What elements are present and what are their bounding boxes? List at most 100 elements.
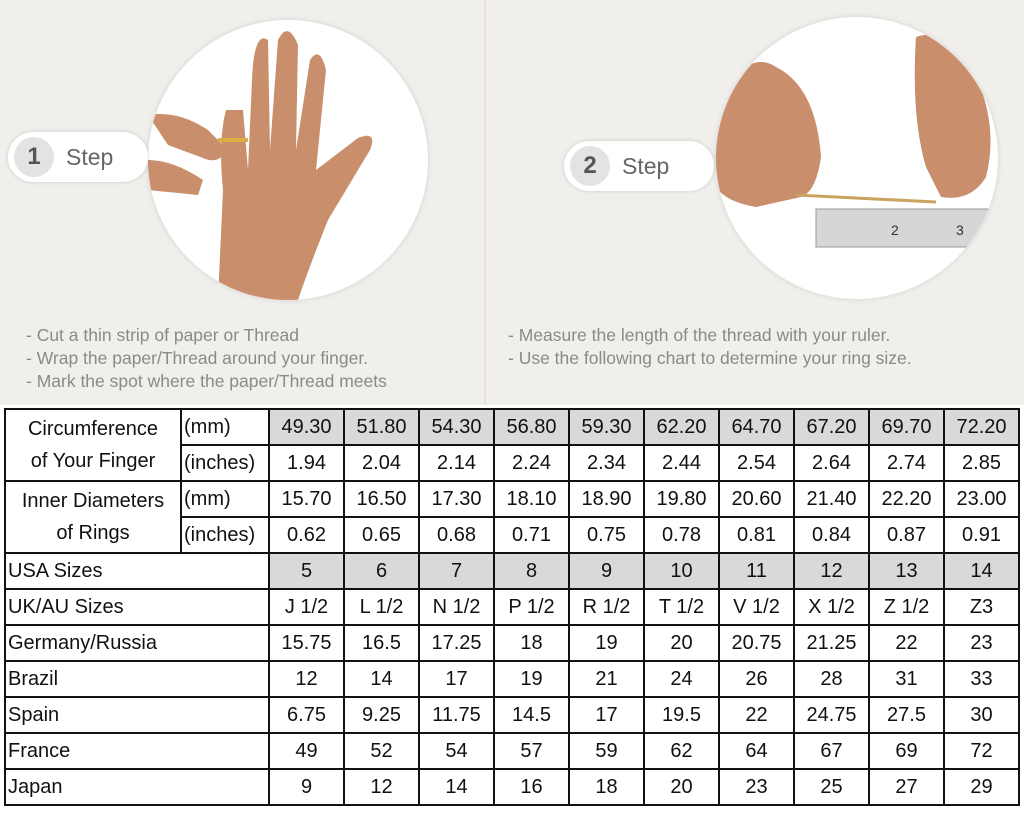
table-cell: 54.30 [418,408,495,446]
table-cell: L 1/2 [343,588,420,626]
row-label: USA Sizes [4,552,270,590]
table-cell: 10 [643,552,720,590]
step-2-instructions: - Measure the length of the thread with … [508,324,912,370]
table-cell: 0.78 [643,516,720,554]
table-cell: 16.50 [343,480,420,518]
table-cell: 23.00 [943,480,1020,518]
table-cell: J 1/2 [268,588,345,626]
table-cell: 2.64 [793,444,870,482]
instruction: - Use the following chart to determine y… [508,348,912,368]
table-cell: 2.04 [343,444,420,482]
table-cell: 27.5 [868,696,945,734]
table-cell: 11 [718,552,795,590]
table-cell: 5 [268,552,345,590]
instruction: - Mark the spot where the paper/Thread m… [26,371,387,391]
table-cell: 27 [868,768,945,806]
label-line: of Rings [56,522,130,544]
table-row-diameter-inches: (inches) 0.62 0.65 0.68 0.71 0.75 0.78 0.81 0.84… [5,516,1020,554]
circumference-label: Circumference of Your Finger [4,408,182,482]
table-cell: 64.70 [718,408,795,446]
table-cell: 18.90 [568,480,645,518]
table-cell: 49 [268,732,345,770]
table-cell: 20.60 [718,480,795,518]
table-cell: 54 [418,732,495,770]
table-cell: X 1/2 [793,588,870,626]
table-cell: 17 [568,696,645,734]
table-cell: 14 [943,552,1020,590]
instructions-panel: 1 Step - Cut a thin strip of paper or Th… [0,0,1024,405]
table-cell: 49.30 [268,408,345,446]
table-cell: 28 [793,660,870,698]
table-cell: 0.68 [418,516,495,554]
table-cell: 31 [868,660,945,698]
table-cell: 56.80 [493,408,570,446]
table-cell: 18.10 [493,480,570,518]
row-label: France [4,732,270,770]
table-cell: 14 [418,768,495,806]
table-cell: 12 [268,660,345,698]
table-cell: 2.14 [418,444,495,482]
table-cell: 20.75 [718,624,795,662]
table-cell: 19 [568,624,645,662]
table-cell: Z 1/2 [868,588,945,626]
table-cell: 22.20 [868,480,945,518]
step-2-badge: 2 Step [564,141,714,191]
table-cell: 22 [718,696,795,734]
table-cell: 0.71 [493,516,570,554]
table-cell: 69 [868,732,945,770]
table-cell: 24.75 [793,696,870,734]
table-cell: 15.70 [268,480,345,518]
table-cell: 17.25 [418,624,495,662]
table-cell: 30 [943,696,1020,734]
table-cell: 1.94 [268,444,345,482]
table-cell: 25 [793,768,870,806]
label-line: of Your Finger [30,450,156,472]
table-cell: 19.80 [643,480,720,518]
table-cell: 0.87 [868,516,945,554]
row-label: Japan [4,768,270,806]
table-cell: 13 [868,552,945,590]
table-cell: 18 [568,768,645,806]
table-cell: 8 [493,552,570,590]
table-cell: 17.30 [418,480,495,518]
table-row: Germany/Russia 15.75 16.5 17.25 18 19 20 20.75 2… [4,624,1020,662]
table-cell: 0.84 [793,516,870,554]
table-cell: 9 [568,552,645,590]
table-cell: 2.54 [718,444,795,482]
table-cell: 23 [943,624,1020,662]
divider [484,0,486,405]
table-row: Spain 6.75 9.25 11.75 14.5 17 19.5 22 24.75 27.5 3… [4,696,1020,734]
table-cell: 16 [493,768,570,806]
table-row-circumference-inches: (inches) 1.94 2.04 2.14 2.24 2.34 2.44 2.54 2.64… [5,444,1020,482]
table-row: USA Sizes 5 6 7 8 9 10 11 12 13 14 [4,552,1020,590]
table-cell: 0.65 [343,516,420,554]
table-cell: 22 [868,624,945,662]
table-cell: Z3 [943,588,1020,626]
table-cell: 0.91 [943,516,1020,554]
table-cell: 7 [418,552,495,590]
row-label: Germany/Russia [4,624,270,662]
row-label: Spain [4,696,270,734]
table-cell: 19.5 [643,696,720,734]
step-number: 2 [570,146,610,186]
table-cell: 20 [643,624,720,662]
table-cell: 21.25 [793,624,870,662]
table-cell: 14.5 [493,696,570,734]
table-cell: 57 [493,732,570,770]
table-cell: V 1/2 [718,588,795,626]
table-row-diameter-mm: Inner Diameters of Rings (mm) 15.70 16.50 17.… [4,480,1020,554]
table-cell: 59 [568,732,645,770]
table-row: UK/AU Sizes J 1/2 L 1/2 N 1/2 P 1/2 R 1/2 T 1/… [4,588,1020,626]
table-row-circumference-mm: Circumference of Your Finger (mm) 49.30 51.8… [4,408,1020,482]
table-cell: N 1/2 [418,588,495,626]
table-cell: 52 [343,732,420,770]
step-number: 1 [14,137,54,177]
table-cell: 2.34 [568,444,645,482]
table-cell: 59.30 [568,408,645,446]
label-line: Circumference [27,418,159,440]
table-cell: 2.74 [868,444,945,482]
table-row: Brazil 12 14 17 19 21 24 26 28 31 33 [4,660,1020,698]
table-cell: 72.20 [943,408,1020,446]
step-label: Step [622,152,670,179]
table-cell: P 1/2 [493,588,570,626]
